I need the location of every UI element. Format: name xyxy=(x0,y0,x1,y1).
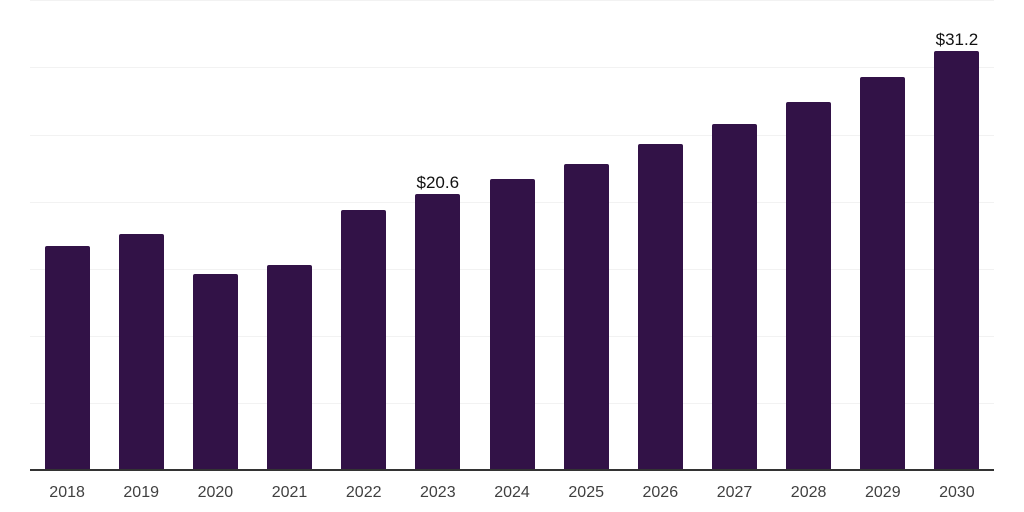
bar-2030 xyxy=(934,51,980,470)
bar-2018 xyxy=(44,245,90,470)
x-tick-label-2021: 2021 xyxy=(271,484,308,501)
x-tick-label-2020: 2020 xyxy=(197,484,234,501)
x-tick-label-2027: 2027 xyxy=(716,484,753,501)
bar-value-label-2030: $31.2 xyxy=(935,30,979,50)
bar-2022 xyxy=(341,209,387,470)
bar-2025 xyxy=(563,164,609,470)
bar-value-label-2023: $20.6 xyxy=(416,172,460,192)
bar-2023 xyxy=(415,193,461,470)
x-tick-label-2022: 2022 xyxy=(345,484,382,501)
x-tick-label-2026: 2026 xyxy=(642,484,679,501)
x-tick-label-2019: 2019 xyxy=(123,484,159,501)
gridline xyxy=(30,0,994,2)
x-tick-label-2018: 2018 xyxy=(49,484,85,501)
bar-2027 xyxy=(712,123,757,470)
bar-2029 xyxy=(860,76,906,470)
bar-2019 xyxy=(118,233,164,470)
bar-2021 xyxy=(267,264,312,470)
x-axis-line xyxy=(30,469,994,471)
bar-2028 xyxy=(786,102,832,470)
x-tick-label-2028: 2028 xyxy=(790,484,827,501)
x-tick-label-2025: 2025 xyxy=(568,484,604,501)
x-tick-label-2023: 2023 xyxy=(420,484,456,501)
bar-2020 xyxy=(192,274,238,470)
x-tick-label-2029: 2029 xyxy=(865,484,901,501)
x-tick-label-2024: 2024 xyxy=(494,484,530,501)
gridline xyxy=(30,67,994,69)
x-tick-label-2030: 2030 xyxy=(939,484,975,501)
bar-2026 xyxy=(637,143,683,470)
bar-2024 xyxy=(489,178,535,470)
gridline xyxy=(30,134,994,136)
